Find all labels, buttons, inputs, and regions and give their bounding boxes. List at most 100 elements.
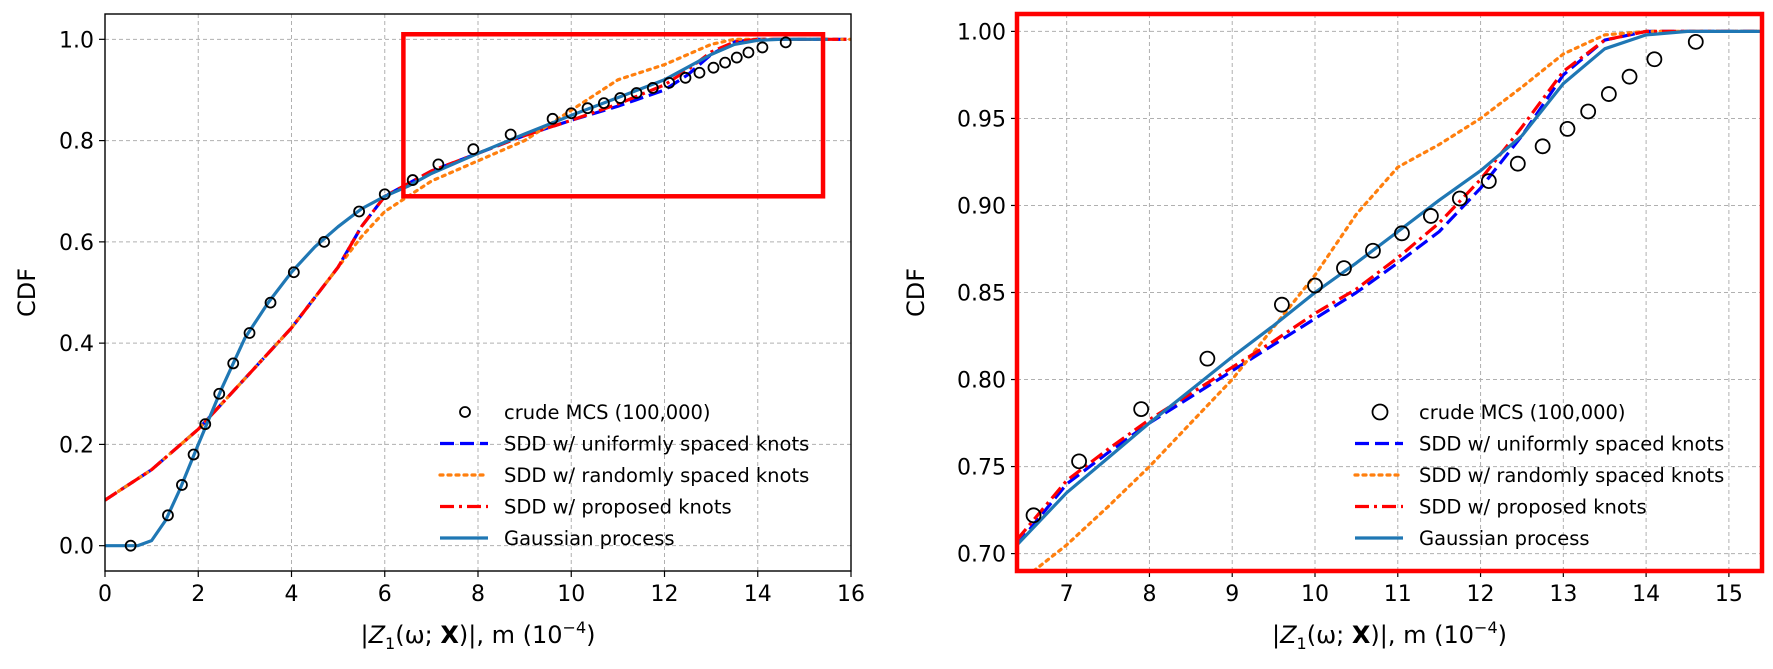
chart-panel-zoom: 7 8 9 10 11 12 13 14 15 0.70 0.75 0.80 0.85 0.90 0.95 1… <box>902 11 1765 653</box>
mcs-marker <box>1199 350 1216 367</box>
x-tick-label: 12 <box>651 582 679 607</box>
y-tick-label: 0.70 <box>957 543 1006 568</box>
mcs-marker <box>565 107 578 120</box>
mcs-marker <box>597 97 610 110</box>
mcs-marker <box>1480 173 1497 190</box>
x-axis-label-part: 1 <box>1297 634 1307 653</box>
mcs-marker <box>243 327 256 339</box>
legend-label: crude MCS (100,000) <box>504 401 711 424</box>
x-tick-label: 0 <box>98 582 112 607</box>
mcs-marker <box>187 448 200 461</box>
y-tick-label: 0.85 <box>957 282 1006 307</box>
x-tick-label: 7 <box>1060 582 1074 607</box>
mcs-marker <box>1559 120 1576 137</box>
x-tick-label: 9 <box>1225 582 1239 607</box>
x-tick-label: 14 <box>744 582 772 607</box>
x-axis-label-part: −4 <box>1474 618 1498 637</box>
y-tick-label: 1.0 <box>59 28 94 53</box>
legend: crude MCS (100,000) SDD w/ uniformly spac… <box>1353 401 1724 550</box>
x-tick-label: 8 <box>471 582 485 607</box>
chart-panel-full: 0 2 4 6 8 10 12 14 16 0.0 0.2 0.4 0.6 0.8 1.0 CDF |Z1(ω;… <box>13 13 865 653</box>
mcs-marker <box>742 46 755 59</box>
x-tick-label: 6 <box>378 582 392 607</box>
mcs-marker <box>227 357 240 370</box>
series-line-gp <box>105 37 828 548</box>
mcs-marker <box>1071 453 1087 470</box>
mcs-marker <box>693 66 706 79</box>
mcs-marker <box>1394 225 1410 242</box>
x-tick-label: 8 <box>1142 582 1156 607</box>
legend-label: SDD w/ uniformly spaced knots <box>504 433 809 456</box>
x-axis-label-part: −4 <box>563 618 587 637</box>
legend-label: SDD w/ uniformly spaced knots <box>1419 433 1724 456</box>
mcs-marker <box>1336 260 1352 277</box>
mcs-marker <box>162 509 174 522</box>
y-tick-label: 1.00 <box>957 20 1006 45</box>
x-axis-label-part: | <box>360 621 368 649</box>
mcs-marker <box>719 56 732 69</box>
mcs-marker <box>287 266 300 279</box>
legend-label: SDD w/ proposed knots <box>1419 496 1647 519</box>
mcs-marker <box>1534 138 1551 155</box>
x-tick-label: 16 <box>837 582 865 607</box>
axes-frame <box>104 13 852 572</box>
x-axis-label: |Z1(ω; X)|, m (10−4) <box>360 618 595 653</box>
x-tick-label: 11 <box>1384 582 1412 607</box>
mcs-marker <box>1509 155 1526 172</box>
legend-label: SDD w/ randomly spaced knots <box>504 464 809 487</box>
legend-label: Gaussian process <box>1419 527 1590 550</box>
y-tick-label: 0.95 <box>957 107 1006 132</box>
mcs-marker <box>1600 86 1617 102</box>
plot-area <box>105 36 851 552</box>
y-tick-label: 0.80 <box>957 369 1006 394</box>
mcs-marker <box>707 61 720 74</box>
x-axis-label-part: (ω; <box>1307 621 1352 649</box>
mcs-marker <box>1133 401 1150 418</box>
y-tick-label: 0.8 <box>59 130 94 155</box>
x-axis-label-part: X <box>440 621 459 649</box>
x-tick-label: 12 <box>1467 582 1495 607</box>
mcs-marker <box>213 387 226 400</box>
zoom-region-box <box>401 32 826 199</box>
legend-marker-mcs <box>459 406 471 418</box>
mcs-marker <box>730 51 743 64</box>
x-axis-label-part: X <box>1352 621 1371 649</box>
mcs-marker <box>679 71 692 84</box>
legend: crude MCS (100,000) SDD w/ uniformly spac… <box>438 401 809 550</box>
x-axis-label-part: | <box>1272 621 1280 649</box>
mcs-marker <box>1025 507 1042 524</box>
x-axis-label-part: 1 <box>385 634 395 653</box>
series-line-proposed <box>1017 29 1762 541</box>
mcs-marker <box>779 36 792 49</box>
legend-label: SDD w/ proposed knots <box>504 496 732 519</box>
mcs-marker <box>199 418 212 431</box>
mcs-marker <box>630 87 643 99</box>
plot-area <box>1017 29 1762 571</box>
mcs-marker <box>432 158 445 171</box>
mcs-marker <box>1451 190 1468 207</box>
series-line-random <box>1031 29 1762 571</box>
mcs-marker <box>1307 277 1323 294</box>
x-axis-label: |Z1(ω; X)|, m (10−4) <box>1272 618 1507 653</box>
mcs-marker <box>1580 103 1597 120</box>
mcs-marker <box>1621 68 1638 85</box>
legend-label: crude MCS (100,000) <box>1419 401 1626 424</box>
x-axis-label-part: Z <box>368 621 386 649</box>
x-axis-label-part: Z <box>1279 621 1297 649</box>
mcs-marker <box>1422 208 1439 224</box>
y-tick-label: 0.0 <box>59 535 94 560</box>
mcs-marker <box>353 205 366 218</box>
legend-marker-mcs <box>1371 403 1389 421</box>
x-tick-label: 10 <box>557 582 585 607</box>
x-tick-label: 13 <box>1549 582 1577 607</box>
y-axis-label: CDF <box>13 268 41 317</box>
mcs-marker <box>124 539 137 552</box>
mcs-marker <box>318 235 331 248</box>
mcs-marker <box>1646 51 1663 68</box>
x-axis-label-part: (ω; <box>395 621 440 649</box>
x-axis-label-part: ) <box>586 621 595 649</box>
y-tick-label: 0.6 <box>59 231 94 256</box>
x-tick-label: 15 <box>1715 582 1743 607</box>
mcs-marker <box>756 41 769 54</box>
